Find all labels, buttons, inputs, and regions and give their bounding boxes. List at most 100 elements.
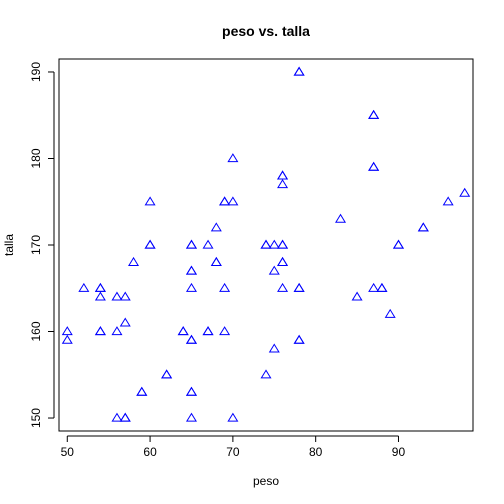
y-tick-label: 180 xyxy=(29,148,43,168)
data-point xyxy=(277,256,289,266)
data-point xyxy=(293,334,305,344)
data-point xyxy=(219,326,231,336)
data-point xyxy=(277,239,289,249)
data-point xyxy=(376,282,388,292)
data-point xyxy=(293,66,305,76)
data-point xyxy=(144,239,156,249)
data-point xyxy=(185,282,197,292)
data-point xyxy=(185,412,197,422)
x-tick-label: 70 xyxy=(226,445,240,459)
data-point xyxy=(119,412,131,422)
data-point xyxy=(94,282,106,292)
data-point xyxy=(268,239,280,249)
data-point xyxy=(227,196,239,206)
data-point xyxy=(392,239,404,249)
data-point xyxy=(202,326,214,336)
data-point xyxy=(78,282,90,292)
data-point xyxy=(94,282,106,292)
data-point xyxy=(219,282,231,292)
y-tick-label: 160 xyxy=(29,321,43,341)
x-tick-label: 80 xyxy=(309,445,323,459)
data-point xyxy=(177,326,189,336)
data-point xyxy=(94,326,106,336)
data-point xyxy=(185,334,197,344)
data-point xyxy=(202,239,214,249)
data-point xyxy=(185,386,197,396)
data-point xyxy=(210,222,222,232)
chart-title: peso vs. talla xyxy=(222,23,310,39)
data-point xyxy=(277,170,289,180)
data-point xyxy=(185,239,197,249)
x-axis: 50 60 70 80 90 xyxy=(61,435,406,459)
data-point xyxy=(277,239,289,249)
data-point xyxy=(227,412,239,422)
data-point xyxy=(293,334,305,344)
data-point xyxy=(277,256,289,266)
data-points xyxy=(61,66,471,422)
data-point xyxy=(94,326,106,336)
data-point xyxy=(293,282,305,292)
data-point xyxy=(136,386,148,396)
data-point xyxy=(119,291,131,301)
data-point xyxy=(177,326,189,336)
x-tick-label: 50 xyxy=(61,445,75,459)
data-point xyxy=(185,334,197,344)
data-point xyxy=(293,66,305,76)
data-point xyxy=(128,256,140,266)
data-point xyxy=(442,196,454,206)
data-point xyxy=(219,196,231,206)
data-point xyxy=(185,265,197,275)
data-point xyxy=(417,222,429,232)
data-point xyxy=(277,282,289,292)
data-point xyxy=(61,326,73,336)
data-point xyxy=(335,213,347,223)
data-point xyxy=(368,282,380,292)
y-tick-label: 190 xyxy=(29,62,43,82)
data-point xyxy=(293,282,305,292)
data-point xyxy=(185,239,197,249)
data-point xyxy=(260,239,272,249)
data-point xyxy=(144,196,156,206)
data-point xyxy=(119,412,131,422)
data-point xyxy=(260,239,272,249)
data-point xyxy=(210,256,222,266)
data-point xyxy=(185,265,197,275)
data-point xyxy=(417,222,429,232)
data-point xyxy=(384,308,396,318)
y-tick-label: 150 xyxy=(29,408,43,428)
x-tick-label: 60 xyxy=(143,445,157,459)
x-tick-label: 90 xyxy=(392,445,406,459)
data-point xyxy=(368,161,380,171)
data-point xyxy=(61,334,73,344)
data-point xyxy=(111,291,123,301)
x-axis-label: peso xyxy=(253,474,279,488)
data-point xyxy=(227,153,239,163)
data-point xyxy=(260,369,272,379)
data-point xyxy=(185,386,197,396)
data-point xyxy=(277,179,289,189)
data-point xyxy=(210,256,222,266)
data-point xyxy=(111,412,123,422)
data-point xyxy=(368,109,380,119)
y-axis-label: talla xyxy=(2,234,16,256)
data-point xyxy=(219,196,231,206)
data-point xyxy=(144,239,156,249)
data-point xyxy=(277,170,289,180)
data-point xyxy=(161,369,173,379)
data-point xyxy=(268,343,280,353)
data-point xyxy=(392,239,404,249)
data-point xyxy=(376,282,388,292)
plot-area-frame xyxy=(58,58,474,432)
data-point xyxy=(351,291,363,301)
data-point xyxy=(111,326,123,336)
data-point xyxy=(136,386,148,396)
y-tick-label: 170 xyxy=(29,235,43,255)
y-axis: 150 160 170 180 190 xyxy=(29,62,55,428)
data-point xyxy=(94,291,106,301)
data-point xyxy=(368,109,380,119)
data-point xyxy=(119,317,131,327)
data-point xyxy=(459,187,471,197)
data-point xyxy=(161,369,173,379)
data-point xyxy=(202,326,214,336)
